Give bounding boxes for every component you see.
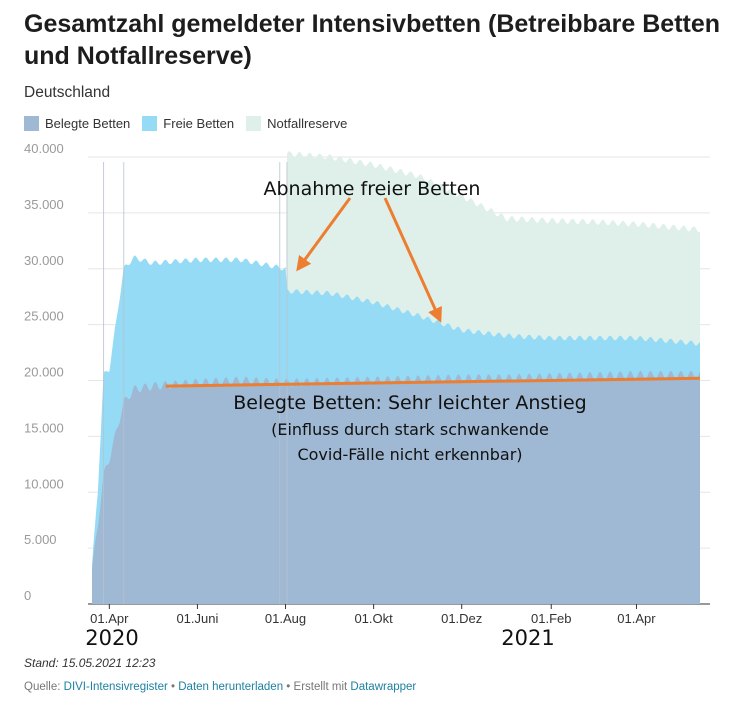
chart-title: Gesamtzahl gemeldeter Intensivbetten (Be… — [24, 10, 721, 70]
area-series — [92, 151, 700, 604]
datawrapper-link[interactable]: Datawrapper — [350, 681, 417, 693]
legend-item-belegte-betten: Belegte Betten — [24, 116, 130, 131]
annotation-trend-detail: (Einfluss durch stark schwankende — [271, 420, 549, 439]
x-axis-ticks: 01.Apr 01.Juni 01.Aug 01.Okt 01.Dez 01.Feb 01.… — [90, 604, 656, 626]
annotation-arrow — [383, 197, 442, 323]
x-tick-label: 01.Juni — [176, 611, 218, 626]
legend-swatch-belegte-betten — [24, 116, 39, 131]
legend: Belegte Betten Freie Betten Notfallreser… — [24, 116, 359, 131]
x-tick-label: 01.Apr — [90, 611, 129, 626]
legend-label-belegte-betten: Belegte Betten — [45, 116, 131, 131]
area-belegte-betten — [92, 370, 700, 604]
source-link[interactable]: DIVI-Intensivregister — [63, 681, 168, 693]
x-tick-label: 01.Dez — [441, 611, 482, 626]
legend-item-freie-betten: Freie Betten — [142, 116, 234, 131]
source-prefix: Quelle: — [24, 681, 64, 693]
year-label-2020: 2020 — [85, 626, 138, 650]
trend-line — [165, 376, 701, 388]
y-tick-label: 5.000 — [24, 532, 57, 547]
chart-subtitle: Deutschland — [24, 84, 111, 101]
stand-note: Stand: 15.05.2021 12:23 — [24, 656, 156, 670]
y-tick-label: 25.000 — [24, 309, 64, 324]
legend-swatch-freie-betten — [142, 116, 158, 131]
annotation-arrow — [296, 197, 352, 272]
x-tick-label: 01.Okt — [354, 611, 393, 626]
y-tick-label: 15.000 — [24, 420, 64, 435]
legend-label-freie-betten: Freie Betten — [163, 116, 235, 131]
legend-label-notfallreserve: Notfallreserve — [267, 116, 348, 131]
x-tick-label: 01.Feb — [531, 611, 571, 626]
y-tick-label: 35.000 — [24, 197, 64, 212]
y-tick-label: 30.000 — [24, 253, 64, 268]
y-tick-label: 40.000 — [24, 141, 64, 156]
y-tick-label: 20.000 — [24, 365, 64, 380]
legend-item-notfallreserve: Notfallreserve — [246, 116, 347, 131]
download-link[interactable]: Daten herunterladen — [178, 681, 284, 693]
x-tick-label: 01.Aug — [265, 611, 306, 626]
source-sep-1: • — [167, 681, 179, 693]
x-tick-label: 01.Apr — [617, 611, 656, 626]
source-sep-2: • Erstellt mit — [283, 681, 351, 693]
y-axis-ticks: 0 5.000 10.000 15.000 20.000 25.000 30.000 35.0… — [24, 141, 64, 603]
legend-swatch-notfallreserve — [246, 116, 262, 131]
source-line: Quelle: DIVI-Intensivregister • Daten he… — [24, 681, 416, 693]
stacked-area-chart: 0 5.000 10.000 15.000 20.000 25.000 30.000 35.0… — [24, 141, 710, 650]
year-label-2021: 2021 — [501, 626, 554, 650]
y-tick-label: 0 — [24, 588, 31, 603]
annotation-trend-label: Belegte Betten: Sehr leichter Anstieg — [233, 392, 587, 414]
annotations: Abnahme freier Betten Belegte Betten: Seh… — [85, 178, 586, 650]
y-tick-label: 10.000 — [24, 476, 64, 491]
annotation-trend-detail: Covid-Fälle nicht erkennbar) — [297, 445, 522, 464]
trend-annotation — [165, 376, 701, 388]
annotation-decrease-label: Abnahme freier Betten — [264, 178, 481, 200]
